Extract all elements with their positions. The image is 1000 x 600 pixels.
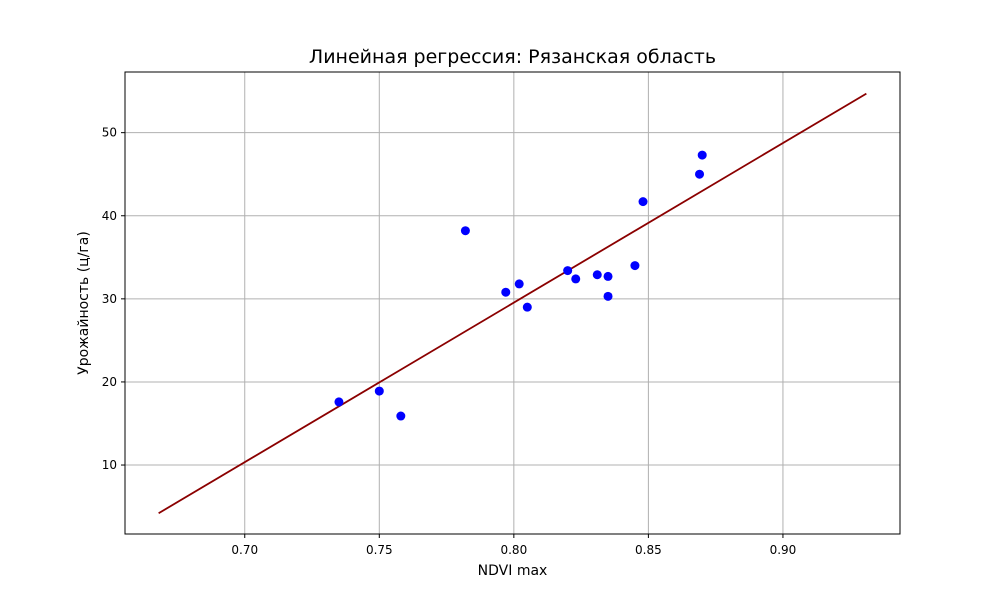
data-point: [334, 397, 344, 407]
y-tick-label: 30: [102, 292, 117, 306]
data-points: [334, 150, 707, 421]
data-point: [522, 302, 532, 312]
axis-ticks: 0.70 0.75 0.80 0.85 0.90 10 20 30 40 50: [102, 126, 797, 557]
data-point: [501, 287, 511, 297]
y-tick-label: 20: [102, 375, 117, 389]
data-point: [460, 226, 470, 236]
x-tick-label: 0.90: [770, 543, 797, 557]
plot-area-frame: [124, 71, 901, 535]
x-tick-label: 0.75: [366, 543, 393, 557]
data-point: [571, 274, 581, 284]
y-tick-label: 10: [102, 458, 117, 472]
x-axis-label: NDVI max: [478, 563, 548, 579]
data-point: [374, 386, 384, 396]
regression-line: [158, 92, 867, 515]
data-point: [563, 266, 573, 276]
data-point: [603, 291, 613, 301]
data-point: [638, 197, 648, 207]
y-axis-label: Урожайность (ц/га): [76, 231, 92, 375]
y-tick-label: 50: [102, 126, 117, 140]
data-point: [697, 150, 707, 160]
chart-title: Линейная регрессия: Рязанская область: [309, 46, 716, 68]
data-point: [592, 270, 602, 280]
data-point: [603, 271, 613, 281]
x-tick-label: 0.80: [500, 543, 527, 557]
data-point: [514, 279, 524, 289]
data-point: [630, 261, 640, 271]
grid-lines: [125, 72, 900, 534]
data-point: [695, 169, 705, 179]
regression-line-layer: [158, 92, 867, 515]
x-tick-label: 0.70: [231, 543, 258, 557]
data-point: [396, 411, 406, 421]
x-tick-label: 0.85: [635, 543, 662, 557]
y-tick-label: 40: [102, 209, 117, 223]
